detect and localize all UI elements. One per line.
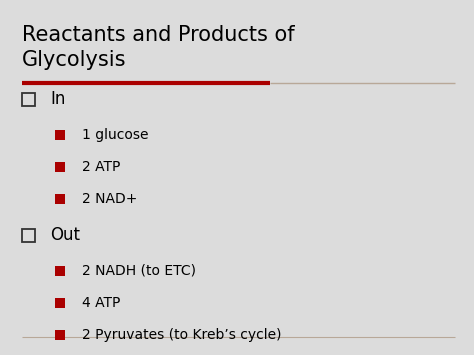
Text: Glycolysis: Glycolysis — [22, 50, 127, 70]
Bar — [55, 194, 65, 204]
Text: 2 Pyruvates (to Kreb’s cycle): 2 Pyruvates (to Kreb’s cycle) — [82, 328, 282, 342]
Bar — [55, 330, 65, 340]
Text: In: In — [50, 90, 65, 108]
Text: 2 NAD+: 2 NAD+ — [82, 192, 137, 206]
Bar — [55, 162, 65, 172]
Bar — [55, 298, 65, 308]
Bar — [22, 229, 35, 241]
Text: Out: Out — [50, 226, 80, 244]
Text: 2 NADH (to ETC): 2 NADH (to ETC) — [82, 264, 196, 278]
Text: 4 ATP: 4 ATP — [82, 296, 120, 310]
Bar — [22, 93, 35, 105]
Bar — [55, 266, 65, 276]
Text: 1 glucose: 1 glucose — [82, 128, 148, 142]
Bar — [55, 130, 65, 140]
Text: Reactants and Products of: Reactants and Products of — [22, 25, 295, 45]
Text: 2 ATP: 2 ATP — [82, 160, 120, 174]
